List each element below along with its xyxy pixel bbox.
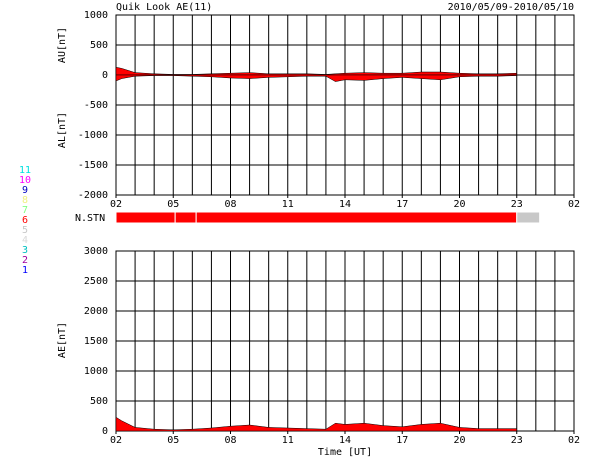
x-tick-label: 20 bbox=[453, 199, 465, 210]
station-bar bbox=[115, 211, 176, 224]
x-tick-label: 23 bbox=[511, 435, 523, 446]
y-tick-label: 2000 bbox=[84, 306, 108, 317]
x-axis-label: Time [UT] bbox=[318, 447, 372, 458]
y-tick-label: 3000 bbox=[84, 246, 108, 257]
date-range: 2010/05/09-2010/05/10 bbox=[448, 2, 574, 13]
stations-label: N.STN bbox=[75, 213, 105, 224]
station-legend: 2 bbox=[22, 255, 28, 266]
x-tick-label: 02 bbox=[568, 435, 580, 446]
x-tick-label: 02 bbox=[110, 199, 122, 210]
x-tick-label: 11 bbox=[282, 199, 294, 210]
station-bar bbox=[516, 211, 541, 224]
x-tick-label: 05 bbox=[167, 199, 179, 210]
y-tick-label: 500 bbox=[90, 40, 108, 51]
x-tick-label: 11 bbox=[282, 435, 294, 446]
station-legend: 8 bbox=[22, 195, 28, 206]
area bbox=[115, 74, 517, 82]
station-legend: 5 bbox=[22, 225, 28, 236]
station-legend: 1 bbox=[22, 265, 28, 276]
y-tick-label: -2000 bbox=[78, 190, 108, 201]
y-tick-label: -1000 bbox=[78, 130, 108, 141]
y-tick-label: 1000 bbox=[84, 366, 108, 377]
station-legend: 6 bbox=[22, 215, 28, 226]
y-axis-label: AU[nT] bbox=[57, 27, 68, 63]
x-tick-label: 17 bbox=[396, 199, 408, 210]
area bbox=[115, 416, 517, 432]
station-legend: 11 bbox=[19, 165, 31, 176]
y-tick-label: 2500 bbox=[84, 276, 108, 287]
y-axis-label: AE[nT] bbox=[57, 322, 68, 358]
x-tick-label: 02 bbox=[110, 435, 122, 446]
station-legend: 4 bbox=[22, 235, 28, 246]
x-tick-label: 23 bbox=[511, 199, 523, 210]
y-tick-label: 1500 bbox=[84, 336, 108, 347]
station-legend: 10 bbox=[19, 175, 31, 186]
y-tick-label: 1000 bbox=[84, 10, 108, 21]
station-legend: 3 bbox=[22, 245, 28, 256]
y-tick-label: -500 bbox=[84, 100, 108, 111]
x-tick-label: 05 bbox=[167, 435, 179, 446]
x-tick-label: 02 bbox=[568, 199, 580, 210]
y-tick-label: -1500 bbox=[78, 160, 108, 171]
station-legend: 9 bbox=[22, 185, 28, 196]
x-tick-label: 08 bbox=[224, 199, 236, 210]
station-bar bbox=[195, 211, 518, 224]
x-tick-label: 14 bbox=[339, 435, 351, 446]
plot-frame bbox=[115, 14, 575, 196]
station-legend: 7 bbox=[22, 205, 28, 216]
chart-title: Quik Look AE(11) bbox=[116, 2, 212, 13]
x-tick-label: 20 bbox=[453, 435, 465, 446]
y-tick-label: 500 bbox=[90, 396, 108, 407]
x-tick-label: 14 bbox=[339, 199, 351, 210]
x-tick-label: 08 bbox=[224, 435, 236, 446]
x-tick-label: 17 bbox=[396, 435, 408, 446]
station-bar bbox=[174, 211, 197, 224]
y-axis-label: AL[nT] bbox=[57, 112, 68, 148]
area bbox=[115, 66, 517, 76]
y-tick-label: 0 bbox=[102, 70, 108, 81]
y-tick-label: 0 bbox=[102, 426, 108, 437]
